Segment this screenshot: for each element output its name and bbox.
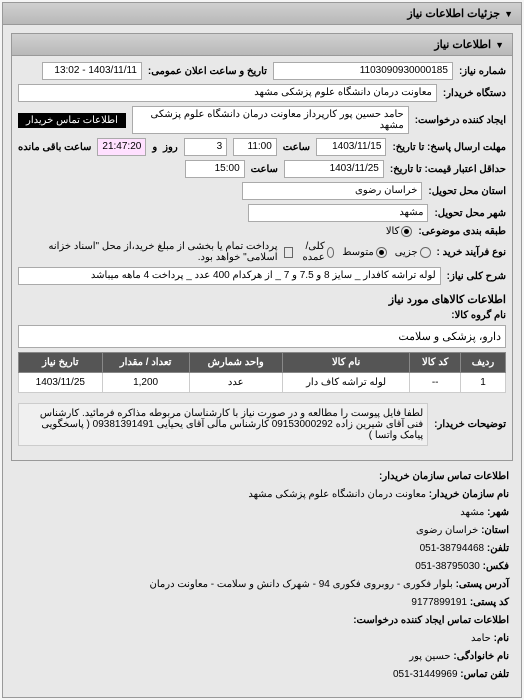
panel-title-bar: ▼ جزئیات اطلاعات نیاز	[3, 3, 521, 25]
th-idx: ردیف	[460, 353, 505, 373]
cell-date: 1403/11/25	[19, 373, 103, 393]
label-desc: شرح کلی نیاز:	[447, 271, 506, 282]
label-announce: تاریخ و ساعت اعلان عمومی:	[148, 66, 267, 77]
field-validity-hour: 15:00	[185, 160, 245, 178]
val-province2: خراسان رضوی	[416, 525, 478, 536]
goods-info-title: اطلاعات کالاهای مورد نیاز	[18, 289, 506, 310]
label-buyer-org: دستگاه خریدار:	[443, 88, 506, 99]
label-deadline: مهلت ارسال پاسخ: تا تاریخ:	[392, 142, 506, 153]
field-remain-days: 3	[184, 138, 228, 156]
payment-note: پرداخت تمام یا بخشی از مبلغ خرید،از محل …	[18, 241, 278, 263]
radio-kala[interactable]: کالا	[386, 226, 413, 237]
val-org-name: معاونت درمان دانشگاه علوم پزشکی مشهد	[248, 489, 426, 500]
label-requester: ایجاد کننده درخواست:	[415, 115, 506, 126]
goods-group-box: دارو، پزشکی و سلامت	[18, 325, 506, 348]
label-city2: شهر:	[487, 507, 509, 518]
label-day: روز	[163, 142, 178, 153]
th-qty: تعداد / مقدار	[102, 353, 189, 373]
field-desc: لوله تراشه کافدار _ سایز 8 و 7.5 و 7 _ ا…	[18, 267, 441, 285]
field-deadline-date: 1403/11/15	[316, 138, 386, 156]
val-postal-code: 9177899191	[411, 597, 467, 608]
requester-contact-title: اطلاعات تماس ایجاد کننده درخواست:	[353, 615, 509, 626]
th-code: کد کالا	[410, 353, 461, 373]
panel-title: جزئیات اطلاعات نیاز	[407, 7, 500, 20]
label-name: نام:	[494, 633, 509, 644]
details-panel: ▼ جزئیات اطلاعات نیاز ▼ اطلاعات نیاز شما…	[2, 2, 522, 698]
label-remaining: ساعت باقی مانده	[18, 142, 91, 153]
field-announce: 1403/11/11 - 13:02	[42, 62, 142, 80]
field-province: خراسان رضوی	[242, 182, 422, 200]
radio-medium[interactable]: متوسط	[342, 247, 386, 258]
need-info-title: اطلاعات نیاز	[434, 38, 491, 51]
label-process-type: نوع فرآیند خرید :	[437, 247, 506, 258]
th-unit: واحد شمارش	[189, 353, 282, 373]
radio-label-medium: متوسط	[342, 247, 373, 258]
radio-icon	[327, 247, 335, 258]
val-family: حسین پور	[409, 651, 450, 662]
label-city: شهر محل تحویل:	[434, 208, 506, 219]
goods-table: ردیف کد کالا نام کالا واحد شمارش تعداد /…	[18, 352, 506, 393]
radio-label-partial: جزیی	[395, 247, 418, 258]
cell-idx: 1	[460, 373, 505, 393]
contact-section: اطلاعات تماس سازمان خریدار: نام سازمان خ…	[9, 463, 515, 691]
label-family: نام خانوادگی:	[453, 651, 509, 662]
label-tel: تلفن:	[487, 543, 509, 554]
label-province2: استان:	[481, 525, 509, 536]
radio-icon	[401, 226, 412, 237]
radio-icon	[376, 247, 387, 258]
label-postal-addr: آدرس پستی:	[456, 579, 509, 590]
category-radio-group: کالا	[386, 226, 413, 237]
label-org-name: نام سازمان خریدار:	[429, 489, 509, 500]
th-name: نام کالا	[282, 353, 410, 373]
buyer-contact-button[interactable]: اطلاعات تماس خریدار	[18, 113, 126, 128]
need-info-panel: ▼ اطلاعات نیاز شماره نیاز: 1103090930000…	[11, 33, 513, 461]
label-validity: حداقل اعتبار قیمت: تا تاریخ:	[390, 164, 506, 175]
cell-unit: عدد	[189, 373, 282, 393]
label-province: استان محل تحویل:	[428, 186, 506, 197]
cell-code: --	[410, 373, 461, 393]
label-hour: ساعت	[283, 142, 310, 153]
val-tel: 38794468-051	[420, 543, 485, 554]
label-postal-code: کد پستی:	[470, 597, 509, 608]
field-buyer-org: معاونت درمان دانشگاه علوم پزشکی مشهد	[18, 84, 437, 102]
radio-icon	[420, 247, 431, 258]
label-goods-group: نام گروه کالا:	[451, 310, 506, 321]
label-fax: فکس:	[483, 561, 509, 572]
process-radio-group: جزیی متوسط کلی/عمده	[299, 241, 431, 263]
label-contact-tel: تلفن تماس:	[460, 669, 509, 680]
collapse-icon[interactable]: ▼	[504, 9, 513, 19]
field-validity-date: 1403/11/25	[284, 160, 384, 178]
payment-checkbox[interactable]	[284, 247, 294, 258]
contact-title: اطلاعات تماس سازمان خریدار:	[379, 471, 509, 482]
label-hour2: ساعت	[251, 164, 278, 175]
val-contact-tel: 31449969-051	[393, 669, 458, 680]
radio-partial[interactable]: جزیی	[395, 247, 431, 258]
val-city2: مشهد	[460, 507, 484, 518]
val-name: حامد	[471, 633, 491, 644]
collapse-icon[interactable]: ▼	[495, 40, 504, 50]
label-and: و	[152, 142, 157, 153]
label-req-no: شماره نیاز:	[459, 66, 506, 77]
label-category: طبقه بندی موضوعی:	[418, 226, 506, 237]
need-info-header: ▼ اطلاعات نیاز	[12, 34, 512, 56]
val-postal-addr: بلوار فکوری - روبروی فکوری 94 - شهرک دان…	[150, 579, 453, 590]
field-remain-time: 21:47:20	[97, 138, 146, 156]
field-deadline-hour: 11:00	[233, 138, 277, 156]
field-city: مشهد	[248, 204, 428, 222]
table-row: 1 -- لوله تراشه کاف دار عدد 1,200 1403/1…	[19, 373, 506, 393]
field-req-no: 1103090930000185	[273, 62, 453, 80]
label-notes: توضیحات خریدار:	[434, 419, 506, 430]
field-requester: حامد حسین پور کارپرداز معاونت درمان دانش…	[132, 106, 409, 134]
notes-box: لطفا فایل پیوست را مطالعه و در صورت نیاز…	[18, 403, 428, 446]
th-date: تاریخ نیاز	[19, 353, 103, 373]
radio-label-kala: کالا	[386, 226, 400, 237]
cell-name: لوله تراشه کاف دار	[282, 373, 410, 393]
val-fax: 38795030-051	[415, 561, 480, 572]
radio-major[interactable]: کلی/عمده	[299, 241, 334, 263]
cell-qty: 1,200	[102, 373, 189, 393]
table-header-row: ردیف کد کالا نام کالا واحد شمارش تعداد /…	[19, 353, 506, 373]
radio-label-major: کلی/عمده	[299, 241, 325, 263]
